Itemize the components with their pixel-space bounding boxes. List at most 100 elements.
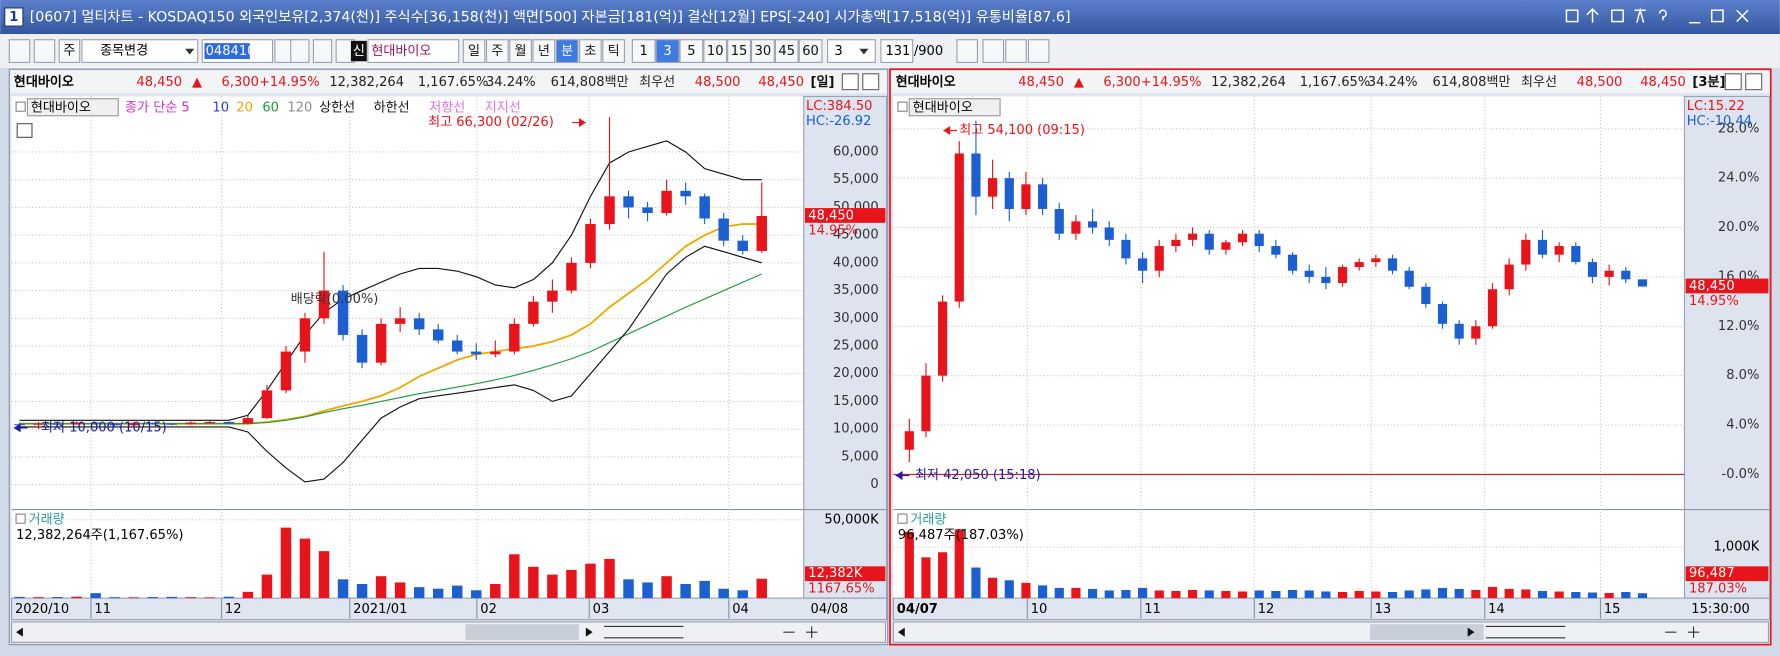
- y-tick-label: 25,000: [833, 339, 879, 354]
- button[interactable]: [555, 39, 579, 63]
- panel-button[interactable]: [862, 73, 880, 91]
- button[interactable]: [798, 39, 823, 63]
- volume-bar: [490, 584, 501, 599]
- header-field: 1,167.65%: [1300, 75, 1371, 90]
- tool-icon[interactable]: [33, 39, 56, 63]
- minute[interactable]: 15: [731, 44, 748, 59]
- period[interactable]: 분: [561, 44, 573, 59]
- button[interactable]: [509, 39, 532, 63]
- candle-body: [1271, 246, 1281, 255]
- panel-button[interactable]: [1724, 73, 1742, 91]
- legend-entry: 지지선: [485, 100, 521, 115]
- period[interactable]: 주: [491, 44, 503, 59]
- panel-button[interactable]: [1745, 73, 1763, 91]
- panel-button[interactable]: [841, 73, 859, 91]
- minute[interactable]: 45: [778, 44, 795, 59]
- button[interactable]: [532, 39, 556, 63]
- minute[interactable]: 3: [663, 44, 671, 59]
- candle-body: [547, 290, 558, 302]
- y-tick-label: 24.0%: [1718, 171, 1759, 186]
- tool-icon[interactable]: [956, 39, 978, 63]
- volume-bar: [1287, 589, 1298, 599]
- zoom-tools: [1485, 625, 1700, 639]
- button[interactable]: [703, 39, 728, 63]
- minute[interactable]: 60: [802, 44, 819, 59]
- indicator-line: [19, 273, 762, 425]
- header-field: ▲: [192, 75, 202, 90]
- current-price-box: [804, 208, 886, 223]
- scroll-thumb[interactable]: [465, 624, 580, 641]
- button[interactable]: [827, 39, 876, 63]
- candle-body: [1504, 264, 1514, 290]
- minute[interactable]: 5: [687, 44, 695, 59]
- button[interactable]: [727, 39, 751, 63]
- scrollbar[interactable]: [892, 621, 1770, 643]
- button[interactable]: [655, 39, 680, 63]
- tool-icon[interactable]: [8, 39, 31, 63]
- button[interactable]: [81, 39, 199, 63]
- volume-bar: [337, 579, 349, 599]
- tool-icon[interactable]: [290, 39, 310, 63]
- scroll-thumb[interactable]: [1370, 624, 1484, 641]
- arrow-head: [943, 125, 951, 136]
- volume-bar: [1088, 588, 1098, 599]
- volume-bar: [52, 597, 63, 599]
- legend-entry: 20: [236, 100, 253, 115]
- current-volume: 12,382K: [808, 566, 863, 581]
- button[interactable]: [485, 39, 509, 63]
- minute[interactable]: 30: [755, 44, 772, 59]
- candle-body: [971, 153, 981, 197]
- candle-body: [223, 421, 235, 424]
- candle-body: [1521, 239, 1531, 265]
- button[interactable]: [58, 39, 81, 63]
- button[interactable]: [679, 39, 704, 63]
- minute[interactable]: 1: [640, 44, 648, 59]
- volume-bar: [299, 538, 311, 599]
- legend-entry: 상한선: [319, 100, 355, 115]
- button[interactable]: [774, 39, 799, 63]
- tool-icon[interactable]: [1005, 39, 1027, 63]
- period[interactable]: 초: [584, 44, 596, 59]
- candle-body: [1371, 258, 1381, 263]
- header-field: 최우선: [1521, 75, 1557, 90]
- volume-bar: [33, 597, 44, 599]
- period[interactable]: 일: [468, 44, 480, 59]
- candle-body: [109, 423, 120, 426]
- volume-bar: [680, 584, 691, 599]
- candle-body: [1287, 254, 1298, 271]
- chart-panel: 현대바이오 48,450 ▲ 6,300 +14.95% 12,382,264 1,167.…: [8, 68, 889, 646]
- candle-body: [299, 318, 311, 352]
- tool-icon[interactable]: [982, 39, 1005, 63]
- tool-icon[interactable]: [1027, 39, 1050, 63]
- volume-summary: 96,487주(187.03%): [898, 528, 1024, 543]
- legend-entry: 120: [287, 100, 312, 115]
- volume-bar: [280, 527, 292, 599]
- button[interactable]: [880, 39, 914, 63]
- candle-body: [1621, 270, 1631, 280]
- button[interactable]: [750, 39, 775, 63]
- candle-body: [1471, 326, 1481, 339]
- x-tick-label: 14: [1488, 602, 1505, 617]
- window-controls[interactable]: [1565, 7, 1749, 24]
- button[interactable]: [579, 39, 602, 63]
- y-tick-label: 1,000K: [1713, 540, 1759, 555]
- button[interactable]: [602, 39, 625, 63]
- volume-bar: [452, 585, 463, 599]
- button[interactable]: [367, 39, 460, 63]
- button[interactable]: [462, 39, 486, 63]
- minute[interactable]: 10: [707, 44, 724, 59]
- current-volume-box: [1685, 566, 1769, 582]
- period[interactable]: 년: [538, 44, 550, 59]
- period[interactable]: 월: [515, 44, 527, 59]
- button[interactable]: [631, 39, 656, 63]
- tool-icon[interactable]: [312, 39, 333, 63]
- volume-bar: [1521, 589, 1531, 599]
- period[interactable]: 틱: [608, 44, 620, 59]
- volume-bar: [1404, 590, 1414, 599]
- candle-body: [490, 351, 501, 355]
- candle-body: [528, 301, 539, 324]
- candle-body: [1554, 246, 1564, 255]
- scrollbar[interactable]: [10, 621, 887, 643]
- candle-body: [471, 351, 482, 355]
